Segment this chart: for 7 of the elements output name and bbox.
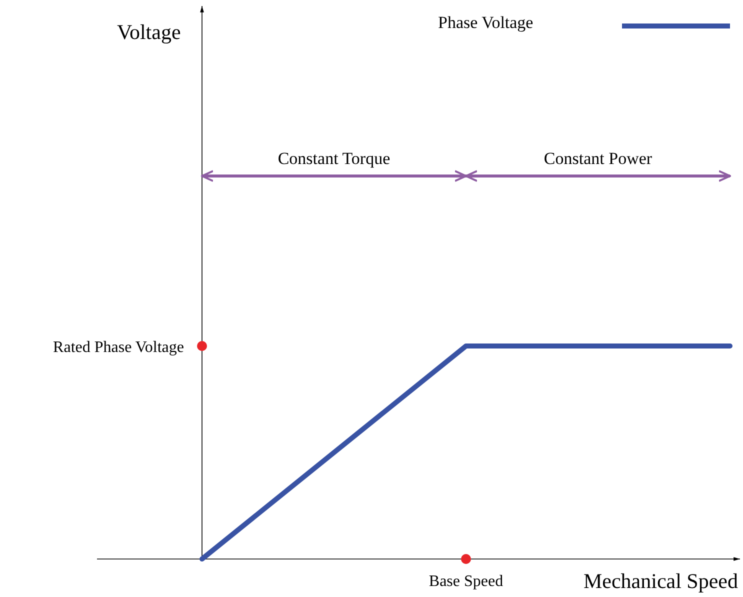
- text: Constant Power: [544, 149, 652, 168]
- text: Base Speed: [428, 573, 504, 590]
- text: Phase Voltage: [438, 13, 534, 32]
- x-axis-title: Mechanical Speed: [583, 569, 738, 593]
- text: Constant Torque: [278, 149, 390, 168]
- annotation: Rated Phase Voltage: [53, 339, 184, 356]
- text: Voltage: [117, 20, 181, 44]
